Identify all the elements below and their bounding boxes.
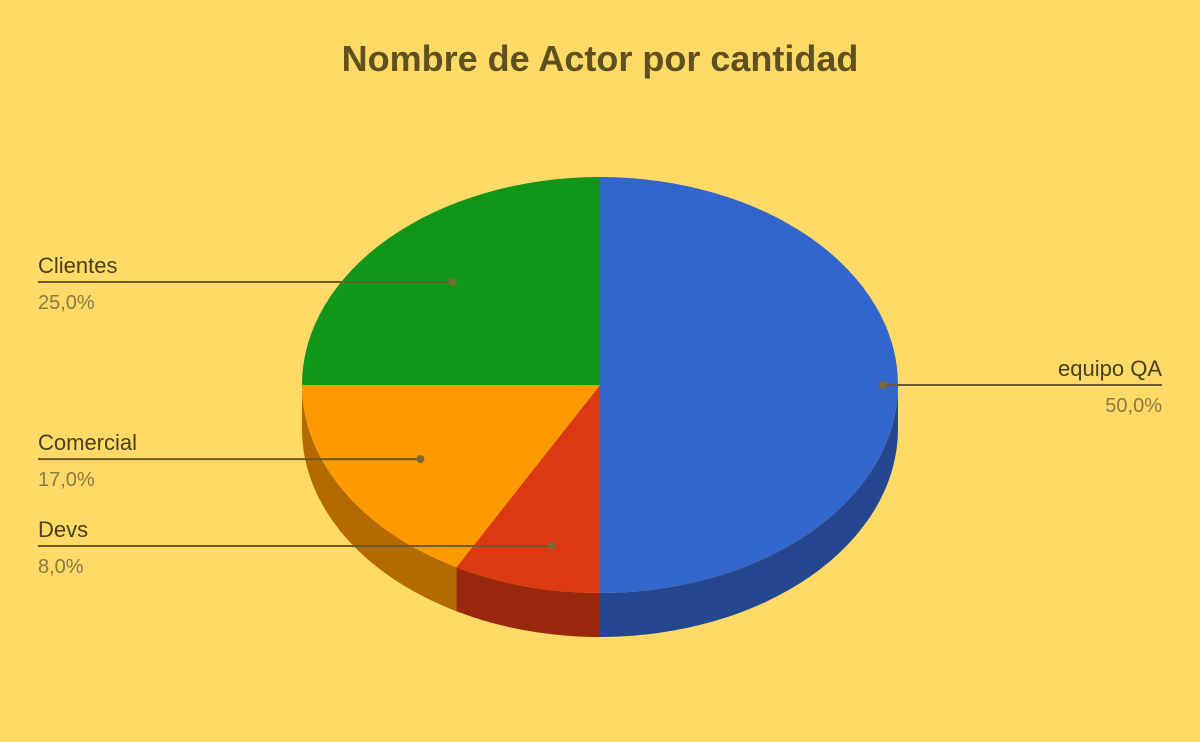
pie-slice-devs[interactable] xyxy=(456,385,600,593)
leader-dot xyxy=(879,381,888,389)
leader-dot xyxy=(547,541,556,550)
slice-percent: 8,0% xyxy=(38,556,84,578)
slice-percent: 50,0% xyxy=(1105,395,1162,417)
leader-dot xyxy=(448,278,457,287)
pie-side-devs xyxy=(456,567,600,637)
pie-slice-comercial[interactable] xyxy=(302,385,600,568)
pie-side-walls xyxy=(302,385,898,637)
pie-slice-equipo-qa[interactable] xyxy=(600,177,898,593)
slice-label: equipo QA xyxy=(1058,356,1162,381)
slice-label: Clientes xyxy=(38,253,117,278)
slice-labels: equipo QA 50,0% Devs 8,0% Comercial 17,0% Clie… xyxy=(38,253,1162,578)
pie-side-equipo-qa xyxy=(600,385,898,637)
leader-dot xyxy=(416,455,425,464)
slice-label: Comercial xyxy=(38,430,137,455)
chart-title: Nombre de Actor por cantidad xyxy=(341,38,859,79)
slice-percent: 25,0% xyxy=(38,292,95,314)
slice-label: Devs xyxy=(38,517,88,542)
pie-side-comercial xyxy=(302,385,457,612)
pie-slices xyxy=(302,177,898,593)
slice-percent: 17,0% xyxy=(38,469,95,491)
